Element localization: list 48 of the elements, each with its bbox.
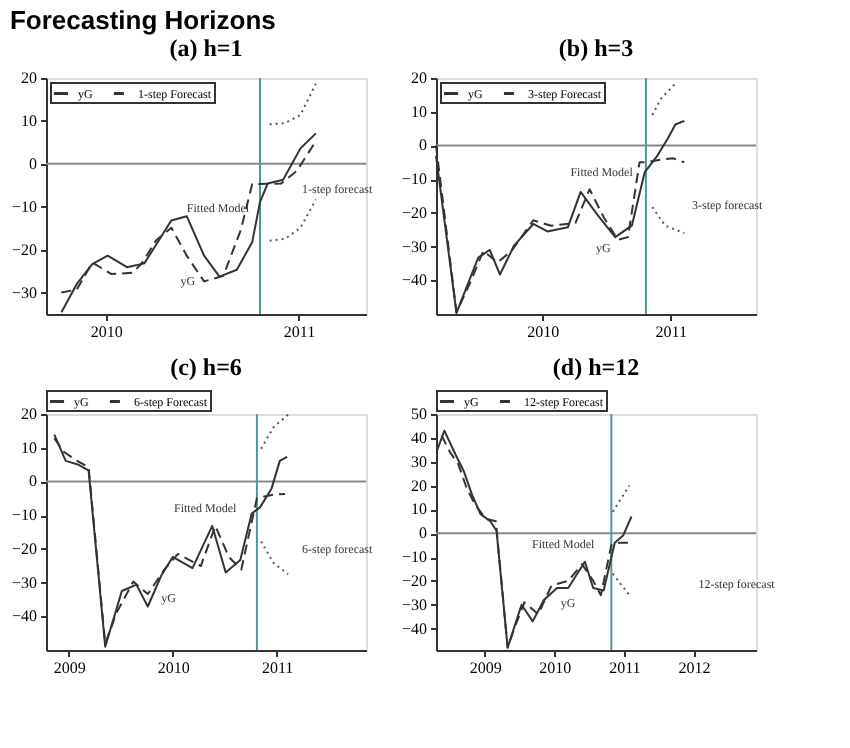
y-tick-label: 0	[419, 136, 427, 155]
y-tick-label: 20	[411, 69, 427, 87]
x-tick-label: 2011	[283, 323, 316, 341]
y-tick-label: −20	[11, 539, 37, 558]
y-tick-label: −10	[401, 548, 427, 567]
x-tick-label: 2011	[609, 659, 641, 677]
chart-subtitle: (a) h=1	[169, 34, 243, 62]
x-tick-label: 2009	[469, 659, 502, 677]
y-tick-label: −10	[401, 170, 427, 189]
chart-title: Forecasting Horizons	[9, 5, 276, 35]
y-tick-label: −20	[401, 571, 427, 590]
line-series	[268, 82, 317, 126]
y-tick-label: 30	[411, 452, 427, 471]
y-tick-label: 20	[21, 69, 37, 87]
y-tick-label: −40	[401, 271, 427, 290]
x-tick-label: 2012	[678, 659, 711, 677]
y-tick-label: −10	[11, 506, 37, 525]
y-tick-label: −30	[11, 573, 37, 592]
x-tick-label: 2011	[261, 659, 294, 677]
y-tick-label: −10	[11, 197, 37, 216]
chart-subtitle: (c) h=6	[170, 353, 242, 381]
y-tick-label: 50	[411, 405, 427, 423]
y-tick-label: 10	[411, 102, 427, 121]
y-tick-label: 10	[21, 438, 37, 457]
y-tick-label: 40	[411, 428, 427, 447]
line-series	[268, 198, 317, 242]
y-tick-label: 10	[411, 500, 427, 519]
y-tick-label: −20	[11, 240, 37, 259]
chart-subtitle: (d) h=12	[552, 353, 640, 381]
y-tick-label: 20	[411, 476, 427, 495]
y-tick-label: 0	[29, 154, 37, 173]
y-tick-label: −30	[401, 237, 427, 256]
y-tick-label: −20	[401, 203, 427, 222]
y-tick-label: −30	[401, 595, 427, 614]
chart-subtitle: (b) h=3	[558, 34, 634, 62]
y-tick-label: −30	[11, 283, 37, 302]
y-tick-label: −40	[401, 619, 427, 638]
y-tick-label: −40	[11, 607, 37, 626]
x-tick-label: 2009	[53, 659, 86, 677]
x-tick-label: 2010	[539, 659, 572, 677]
y-tick-label: 0	[29, 472, 37, 491]
x-tick-label: 2010	[90, 323, 123, 341]
x-tick-label: 2010	[157, 659, 190, 677]
y-tick-label: 10	[21, 111, 37, 130]
x-tick-label: 2010	[527, 323, 560, 341]
y-tick-label: 20	[21, 405, 37, 423]
x-tick-label: 2011	[655, 323, 687, 341]
y-tick-label: 0	[419, 524, 427, 543]
